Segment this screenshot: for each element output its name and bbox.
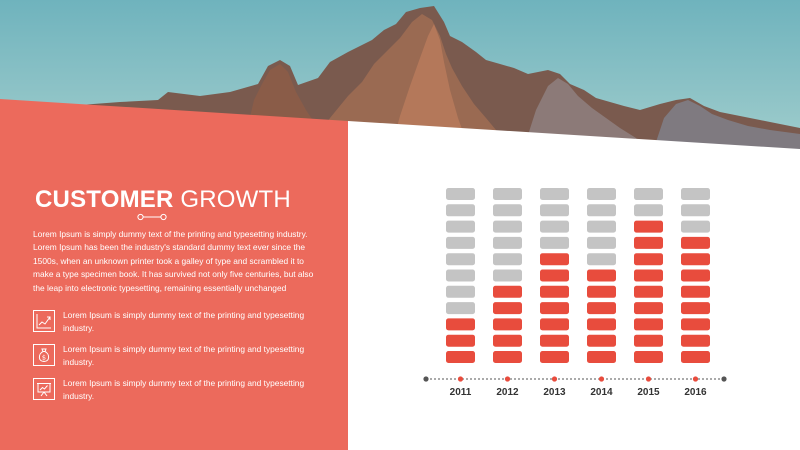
- feature-item: Lorem Ipsum is simply dummy text of the …: [33, 378, 323, 404]
- bar-block-empty: [446, 302, 475, 315]
- bar-block-filled: [493, 302, 522, 315]
- feature-text: Lorem Ipsum is simply dummy text of the …: [63, 344, 305, 368]
- bar-block-filled: [540, 318, 569, 331]
- bar-block-filled: [587, 285, 616, 298]
- bar-block-filled: [493, 285, 522, 298]
- bar-block-filled: [587, 269, 616, 282]
- bar-block-empty: [681, 204, 710, 217]
- axis-tick-dot: [598, 376, 605, 382]
- bar-block-filled: [681, 236, 710, 249]
- x-tick-label: 2011: [450, 387, 472, 398]
- bar-block-empty: [540, 204, 569, 217]
- bar-block-filled: [587, 334, 616, 347]
- bar-block-filled: [681, 318, 710, 331]
- bar-block-filled: [634, 334, 663, 347]
- title-bold: CUSTOMER: [35, 186, 174, 213]
- bar-block-empty: [540, 220, 569, 233]
- bar-block-filled: [634, 302, 663, 315]
- bar-block-empty: [681, 220, 710, 233]
- bar-block-filled: [681, 302, 710, 315]
- bar-block-filled: [681, 334, 710, 347]
- bar-block-filled: [540, 302, 569, 315]
- bar-block-filled: [587, 351, 616, 363]
- bar-block-empty: [681, 188, 710, 200]
- bar-block-empty: [493, 188, 522, 200]
- title-divider: [137, 213, 167, 221]
- feature-text: Lorem Ipsum is simply dummy text of the …: [63, 310, 305, 334]
- axis-tick-dot: [645, 376, 652, 382]
- bar-block-empty: [446, 220, 475, 233]
- x-tick-label: 2015: [637, 387, 660, 398]
- bar-block-empty: [634, 204, 663, 217]
- bar-block-empty: [446, 285, 475, 298]
- x-tick-label: 2014: [590, 387, 613, 398]
- bar-block-empty: [587, 253, 616, 266]
- axis-end-dot: [423, 376, 429, 382]
- bar-block-empty: [446, 204, 475, 217]
- bar-block-filled: [634, 351, 663, 363]
- bar-block-filled: [540, 285, 569, 298]
- bar-block-filled: [540, 351, 569, 363]
- intro-text: Lorem Ipsum is simply dummy text of the …: [33, 229, 314, 293]
- feature-text: Lorem Ipsum is simply dummy text of the …: [63, 378, 305, 402]
- x-tick-label: 2013: [543, 387, 566, 398]
- feature-item: $ Lorem Ipsum is simply dummy text of th…: [33, 344, 323, 370]
- bar-block-filled: [681, 285, 710, 298]
- growth-chart-icon: [33, 310, 55, 332]
- bar-block-filled: [540, 253, 569, 266]
- bar-block-filled: [540, 269, 569, 282]
- bar-block-empty: [587, 236, 616, 249]
- bar-block-empty: [446, 253, 475, 266]
- axis-tick-dot: [457, 376, 464, 382]
- bar-block-filled: [493, 351, 522, 363]
- bar-block-filled: [681, 253, 710, 266]
- bar-block-filled: [446, 334, 475, 347]
- bar-block-filled: [634, 236, 663, 249]
- bar-block-empty: [634, 188, 663, 200]
- bar-block-empty: [446, 269, 475, 282]
- feature-item: Lorem Ipsum is simply dummy text of the …: [33, 310, 323, 336]
- chart-panel: [348, 121, 800, 450]
- presentation-board-icon: [33, 378, 55, 400]
- bar-block-filled: [634, 318, 663, 331]
- bar-block-filled: [587, 318, 616, 331]
- page-title: CUSTOMER GROWTH: [35, 186, 291, 214]
- bar-block-empty: [446, 188, 475, 200]
- x-tick-label: 2012: [496, 387, 519, 398]
- bar-block-filled: [587, 302, 616, 315]
- bar-block-filled: [634, 253, 663, 266]
- bar-block-empty: [540, 188, 569, 200]
- bar-block-empty: [493, 236, 522, 249]
- bar-block-filled: [634, 269, 663, 282]
- bar-block-empty: [587, 204, 616, 217]
- axis-tick-dot: [504, 376, 511, 382]
- axis-tick-dot: [692, 376, 699, 382]
- bar-block-empty: [587, 188, 616, 200]
- bar-block-empty: [493, 253, 522, 266]
- bar-block-filled: [681, 351, 710, 363]
- money-bag-icon: $: [33, 344, 55, 366]
- bar-block-filled: [634, 220, 663, 233]
- bar-block-filled: [634, 285, 663, 298]
- bar-block-empty: [587, 220, 616, 233]
- axis-end-dot: [721, 376, 727, 382]
- bar-block-filled: [681, 269, 710, 282]
- x-tick-label: 2016: [684, 387, 707, 398]
- bar-block-empty: [446, 236, 475, 249]
- bar-block-empty: [540, 236, 569, 249]
- bar-block-empty: [493, 269, 522, 282]
- svg-text:$: $: [42, 354, 46, 362]
- axis-tick-dot: [551, 376, 558, 382]
- bar-block-filled: [446, 351, 475, 363]
- bar-block-empty: [493, 204, 522, 217]
- bar-block-empty: [493, 220, 522, 233]
- title-light: GROWTH: [180, 186, 291, 213]
- bar-block-filled: [540, 334, 569, 347]
- bar-block-filled: [493, 334, 522, 347]
- left-accent-panel: [0, 99, 348, 450]
- bar-block-filled: [493, 318, 522, 331]
- bar-block-filled: [446, 318, 475, 331]
